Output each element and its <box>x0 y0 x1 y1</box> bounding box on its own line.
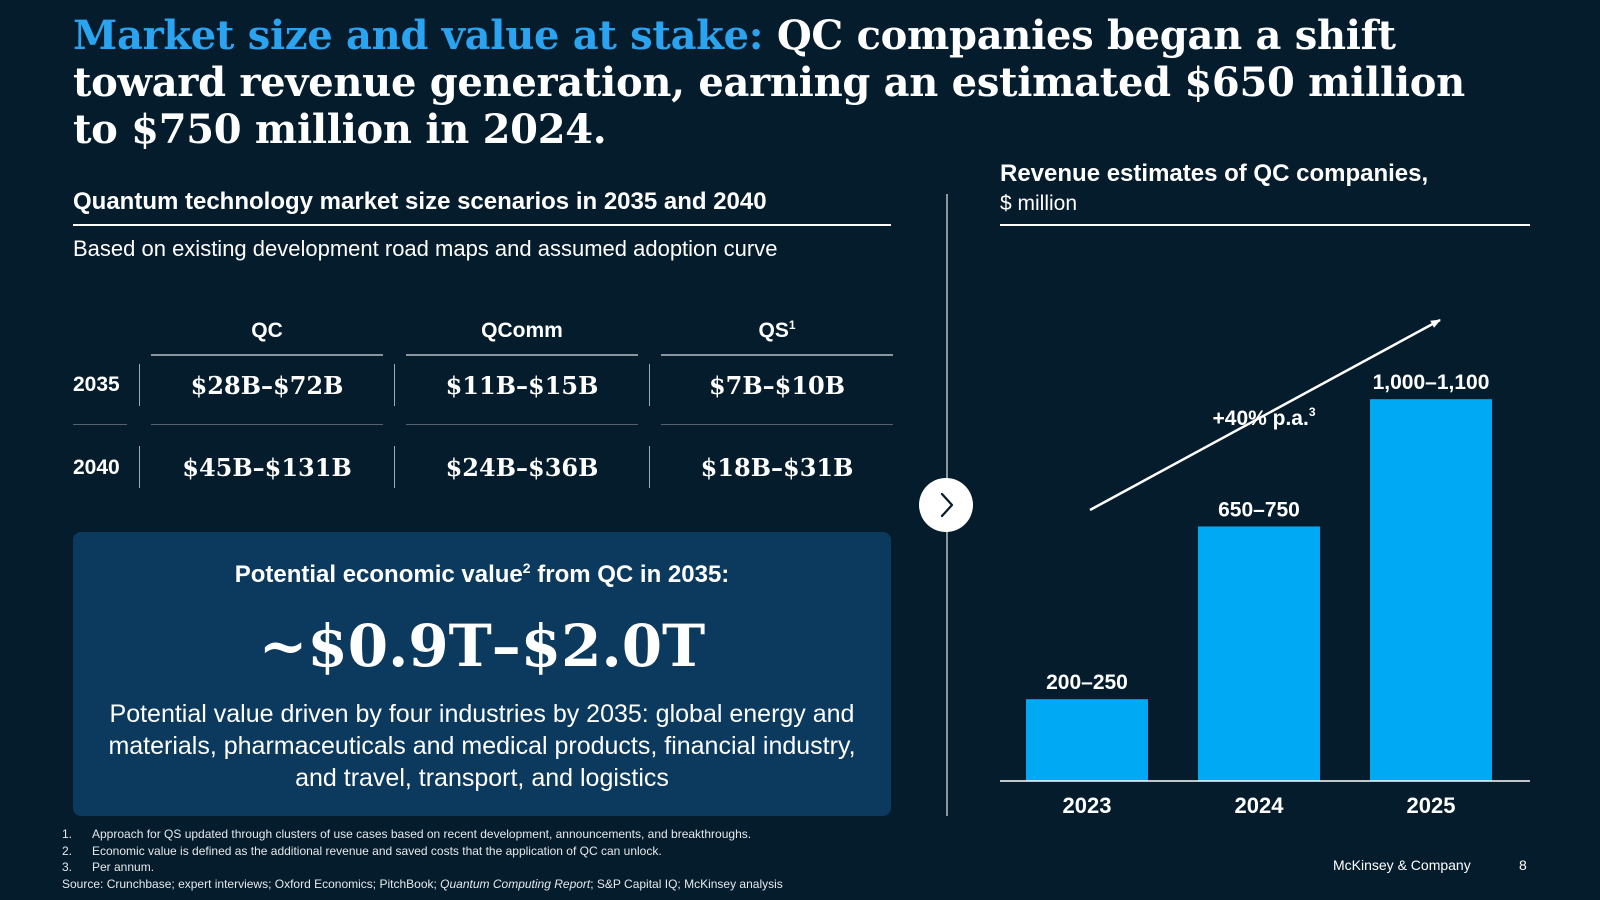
bar-value-label: 650–750 <box>1218 498 1300 521</box>
footnotes: 1. Approach for QS updated through cluste… <box>62 826 1262 892</box>
headline-accent: Market size and value at stake: <box>73 12 764 59</box>
table-cell: $28B–$72B <box>190 371 344 400</box>
column-underline <box>661 354 893 356</box>
market-size-title: Quantum technology market size scenarios… <box>73 188 891 226</box>
bar-2023 <box>1026 699 1148 781</box>
cell-divider <box>649 364 650 406</box>
economic-value-description: Potential value driven by four industrie… <box>108 700 856 792</box>
row-year-2040: 2040 <box>73 456 120 479</box>
chart-title-underline <box>1000 224 1530 226</box>
brand-name: McKinsey & Company <box>1333 857 1471 873</box>
growth-arrow <box>1089 318 1441 512</box>
table-cell: $11B–$15B <box>445 371 599 400</box>
page-number: 8 <box>1519 857 1527 873</box>
x-tick-label: 2025 <box>1407 793 1456 818</box>
chevron-right-icon <box>940 492 954 518</box>
bar-value-label: 1,000–1,100 <box>1373 371 1490 394</box>
column-underline <box>406 354 638 356</box>
column-header-qcomm: QComm <box>481 319 563 342</box>
table-cell: $18B–$31B <box>700 453 854 482</box>
cell-divider <box>394 446 395 488</box>
row-divider <box>661 424 893 425</box>
chart-title: Revenue estimates of QC companies, <box>1000 160 1429 187</box>
x-tick-label: 2024 <box>1235 793 1285 818</box>
chart-unit: $ million <box>1000 192 1078 215</box>
column-header-qs: QS1 <box>758 318 796 342</box>
footnote-item: 2. Economic value is defined as the addit… <box>62 843 662 858</box>
market-size-subtitle: Based on existing development road maps … <box>73 236 778 261</box>
row-divider <box>73 424 127 425</box>
cell-divider <box>139 446 140 488</box>
row-year-2035: 2035 <box>73 373 120 396</box>
cell-divider <box>649 446 650 488</box>
bar-2025 <box>1370 399 1492 781</box>
revenue-chart: 200–250 2023 650–750 2024 1,000–1,100 2025 +4… <box>1000 318 1530 818</box>
bar-2024 <box>1198 526 1320 781</box>
economic-value-box: Potential economic value2 from QC in 203… <box>73 532 891 816</box>
row-divider <box>406 424 638 425</box>
cell-divider <box>139 364 140 406</box>
x-tick-label: 2023 <box>1063 793 1112 818</box>
source-line: Source: Crunchbase; expert interviews; O… <box>62 876 783 891</box>
headline: Market size and value at stake: QC compa… <box>73 12 1493 153</box>
cell-divider <box>394 364 395 406</box>
bar-value-label: 200–250 <box>1046 671 1128 694</box>
growth-annotation: +40% p.a.3 <box>1213 405 1316 430</box>
table-cell: $24B–$36B <box>445 453 599 482</box>
footnote-item: 1. Approach for QS updated through cluste… <box>62 827 752 841</box>
table-cell: $7B–$10B <box>708 371 846 400</box>
table-cell: $45B–$131B <box>182 453 352 482</box>
headline-text: QC companies began a shift toward revenu… <box>73 12 1465 153</box>
economic-value-title: Potential economic value2 from QC in 203… <box>234 560 730 588</box>
next-arrow-button[interactable] <box>919 478 973 532</box>
column-underline <box>151 354 383 356</box>
footnote-item: 3. Per annum. <box>62 860 155 874</box>
economic-value-figure: ~$0.9T–$2.0T <box>258 612 706 680</box>
column-header-qc: QC <box>251 319 283 342</box>
row-divider <box>151 424 383 425</box>
